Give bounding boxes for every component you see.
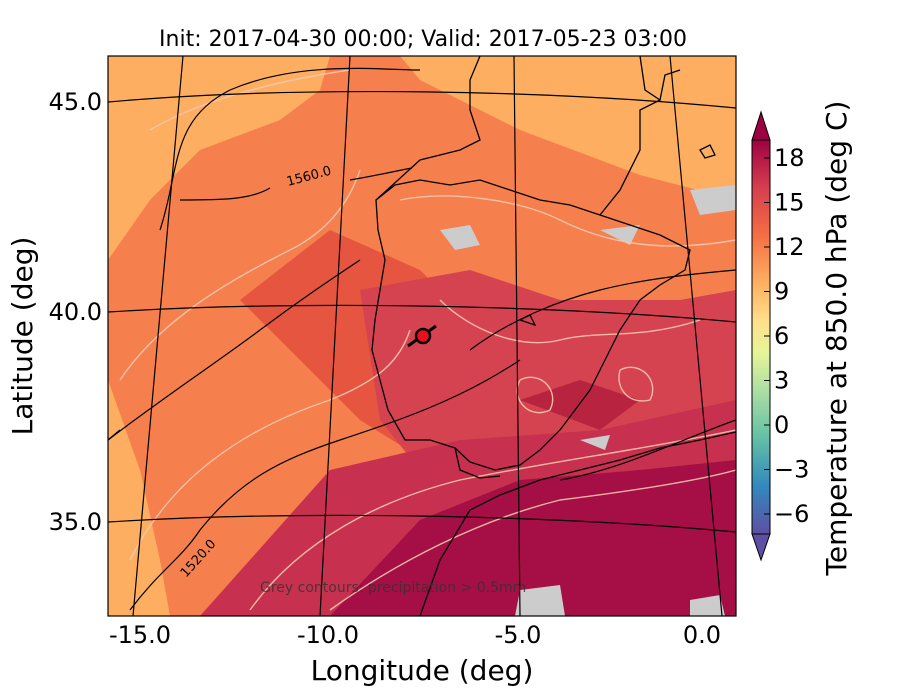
y-tick-label-35: 35.0 [49,508,102,536]
colorbar-tick-label: 15 [774,189,805,217]
x-tick-label-m15: -15.0 [109,621,171,649]
colorbar-extend-top [751,110,771,141]
x-tick-label-m10: -10.0 [297,621,359,649]
x-tick-label-0: 0.0 [683,621,721,649]
y-tick-label-45: 45.0 [49,88,102,116]
map-frame [107,55,737,617]
y-axis-label: Latitude (deg) [6,237,39,436]
precipitation-note: Grey contours: precipitation > 0.5mm [260,580,526,596]
temperature-field [108,56,736,616]
colorbar-label: Temperature at 850.0 hPa (deg C) [820,101,853,577]
x-tick-label-m5: -5.0 [495,621,542,649]
colorbar-tick-label: 9 [774,278,789,306]
x-axis-label: Longitude (deg) [311,654,534,687]
colorbar-tick-label: −3 [774,456,809,484]
y-axis: 45.0 40.0 35.0 [49,88,102,536]
colorbar-tick-label: 0 [774,411,789,439]
map-title: Init: 2017-04-30 00:00; Valid: 2017-05-2… [159,27,687,52]
colorbar-body [751,139,771,535]
colorbar: 18 15 12 9 6 3 0 −3 −6 Temperature at 850.0 hPa … [751,101,853,577]
colorbar-tick-label: 6 [774,322,789,350]
y-tick-label-40: 40.0 [49,298,102,326]
colorbar-tick-label: −6 [774,500,809,528]
colorbar-extend-bottom [751,533,771,562]
colorbar-tick-label: 18 [774,144,805,172]
colorbar-tick-label: 12 [774,233,805,261]
colorbar-tick-label: 3 [774,367,789,395]
x-axis: -15.0 -10.0 -5.0 0.0 [109,621,721,649]
location-marker [414,327,432,345]
